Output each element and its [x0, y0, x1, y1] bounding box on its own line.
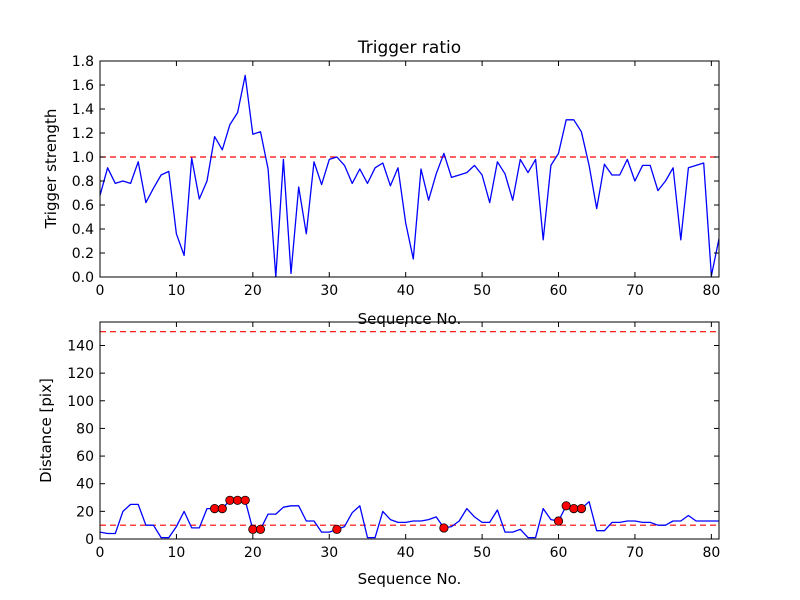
bottom-axes-frame — [99, 321, 720, 540]
bottom-x-axis-label: Sequence No. — [358, 570, 462, 588]
top-y-tick-label: 1.4 — [72, 102, 94, 118]
top-x-tick-label: 40 — [397, 283, 415, 299]
top-plot-area — [100, 74, 719, 277]
bottom-y-tick-label: 0 — [85, 532, 94, 548]
chart-title: Trigger ratio — [357, 38, 461, 58]
top-y-tick-label: 1.8 — [72, 54, 94, 70]
top-y-tick-label: 0.8 — [72, 174, 94, 190]
distance-panel: Sequence No. Distance [pix] 0 10 20 30 40 50 6… — [37, 321, 720, 588]
top-y-tick-label: 1.0 — [72, 150, 94, 166]
bottom-flagged-point — [569, 503, 579, 514]
top-x-axis-label: Sequence No. — [358, 310, 462, 328]
top-x-tick-label: 70 — [626, 283, 644, 299]
bottom-y-tick-label: 120 — [67, 366, 94, 382]
bottom-y-tick-label: 20 — [76, 504, 94, 520]
top-x-tick-label: 60 — [550, 283, 568, 299]
bottom-y-axis-label: Distance [pix] — [37, 378, 55, 483]
top-y-tick-label: 0.6 — [72, 198, 94, 214]
bottom-x-tick-label: 20 — [244, 545, 262, 561]
bottom-flagged-point — [210, 503, 220, 514]
bottom-series-line — [100, 499, 719, 539]
bottom-y-tick-label: 140 — [67, 338, 94, 354]
top-y-tick-label: 0.0 — [72, 270, 94, 286]
top-x-tick-label: 30 — [320, 283, 338, 299]
top-x-tick-label: 0 — [96, 283, 105, 299]
bottom-flagged-point — [553, 516, 564, 526]
bottom-x-tick-label: 40 — [397, 545, 415, 561]
bottom-flagged-point — [232, 495, 243, 505]
top-x-tick-label: 10 — [168, 283, 186, 299]
top-x-tick-label: 50 — [473, 283, 491, 299]
top-y-tick-label: 1.2 — [72, 126, 94, 142]
bottom-y-tick-label: 40 — [76, 477, 94, 493]
bottom-y-tick-label: 80 — [76, 421, 94, 437]
bottom-flagged-point — [217, 503, 227, 514]
bottom-plot-area — [100, 331, 719, 539]
bottom-x-tick-label: 30 — [320, 545, 338, 561]
bottom-flagged-point — [240, 495, 250, 505]
bottom-x-tick-label: 70 — [626, 545, 644, 561]
top-y-axis-label: Trigger strength — [42, 109, 60, 230]
bottom-x-tick-label: 0 — [96, 545, 105, 561]
bottom-y-tick-label: 60 — [76, 449, 94, 465]
bottom-x-tick-label: 80 — [702, 545, 720, 561]
top-series-line — [100, 74, 719, 277]
bottom-flagged-point — [561, 501, 571, 511]
top-y-tick-label: 1.6 — [72, 78, 94, 94]
bottom-x-tick-label: 60 — [550, 545, 568, 561]
top-x-tick-label: 20 — [244, 283, 262, 299]
trigger-ratio-panel: Trigger ratio Sequence No. Trigger stren… — [42, 38, 720, 328]
top-y-tick-label: 0.4 — [72, 222, 94, 238]
top-x-tick-label: 80 — [702, 283, 720, 299]
bottom-x-tick-label: 10 — [168, 545, 186, 561]
bottom-y-tick-label: 100 — [67, 394, 94, 410]
bottom-flagged-point — [225, 495, 235, 505]
bottom-flagged-point — [332, 524, 342, 534]
bottom-x-tick-label: 50 — [473, 545, 491, 561]
bottom-flagged-point — [439, 523, 449, 533]
bottom-flagged-point — [576, 503, 587, 514]
bottom-flagged-point — [248, 524, 258, 534]
top-y-tick-label: 0.2 — [72, 246, 94, 262]
bottom-flagged-point — [255, 524, 266, 534]
top-axes-frame — [99, 60, 720, 278]
